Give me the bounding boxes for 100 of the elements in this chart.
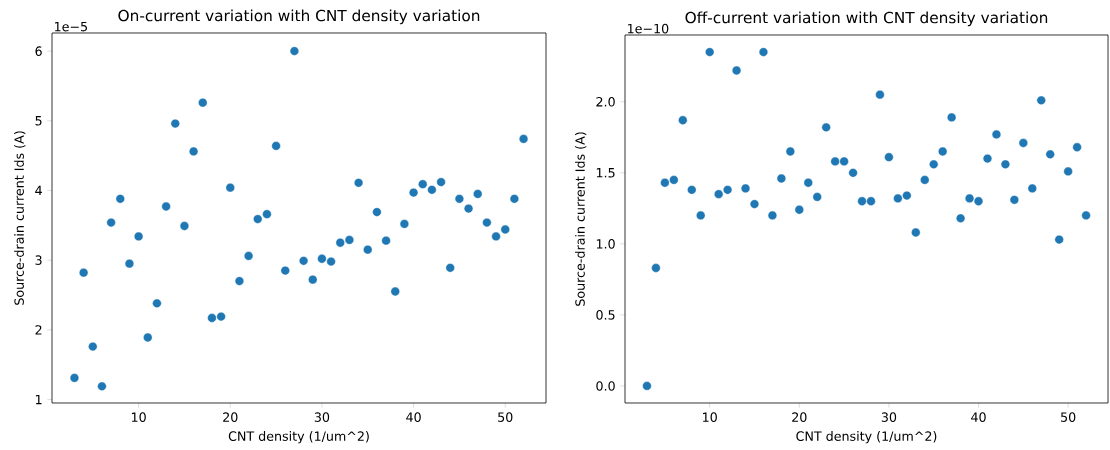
chart-title: Off-current variation with CNT density variation: [685, 11, 1048, 27]
y-tick-label: 5: [35, 116, 42, 126]
point: [767, 210, 778, 221]
point: [326, 256, 336, 267]
point: [482, 217, 492, 228]
point: [518, 134, 529, 144]
point: [821, 122, 831, 132]
point: [271, 141, 281, 151]
y-axis-title: Source-drain current Ids (A): [575, 132, 587, 306]
point: [1018, 138, 1028, 148]
point: [308, 275, 318, 285]
point: [964, 193, 975, 203]
point: [418, 179, 428, 189]
point: [749, 199, 760, 209]
point: [381, 236, 391, 246]
point: [115, 194, 125, 204]
point: [445, 263, 455, 273]
point: [170, 118, 180, 129]
chart-title: On-current variation with CNT density variation: [118, 9, 480, 25]
point: [500, 224, 510, 235]
x-tick-label: 20: [223, 412, 238, 422]
point: [740, 183, 751, 194]
point: [344, 235, 355, 245]
point: [723, 185, 733, 195]
point: [225, 183, 235, 193]
point: [875, 90, 885, 100]
x-axis-title: CNT density (1/um^2): [228, 431, 369, 444]
point: [920, 175, 930, 185]
x-tick-label: 10: [703, 412, 717, 422]
point: [902, 190, 912, 201]
point: [893, 193, 903, 203]
text: 1e−5: [55, 21, 88, 32]
point: [234, 276, 245, 286]
point: [189, 146, 199, 157]
x-tick-label: 50: [498, 412, 513, 422]
point: [509, 194, 519, 204]
point: [866, 196, 876, 206]
point: [1009, 195, 1019, 205]
point: [642, 381, 652, 391]
y-tick-label: 6: [35, 46, 42, 56]
point: [758, 47, 769, 57]
point: [317, 254, 327, 264]
point: [669, 175, 679, 185]
point: [152, 298, 162, 308]
point: [97, 381, 107, 391]
point: [794, 205, 804, 215]
y-tick-label: 2.0: [596, 96, 615, 107]
point: [124, 259, 135, 269]
point: [289, 46, 300, 56]
point: [857, 196, 867, 206]
point: [179, 221, 190, 231]
point: [848, 168, 858, 178]
x-axis-title: CNT density (1/um^2): [796, 431, 937, 444]
point: [262, 209, 272, 219]
y-tick-label: 0.0: [596, 381, 615, 391]
point: [785, 146, 795, 157]
y-tick-label: 1: [35, 394, 42, 405]
x-tick-label: 40: [971, 412, 986, 422]
point: [253, 214, 263, 224]
point: [372, 207, 382, 217]
point: [705, 47, 715, 57]
point: [106, 217, 116, 228]
point: [1000, 159, 1011, 169]
point: [714, 189, 724, 199]
point: [491, 231, 501, 242]
x-tick-label: 10: [131, 412, 146, 422]
point: [161, 201, 171, 212]
text: 1e−10: [628, 23, 669, 34]
point: [1072, 142, 1082, 152]
point: [244, 251, 254, 261]
point: [973, 196, 984, 206]
x-tick-label: 40: [406, 412, 421, 422]
point: [408, 187, 419, 198]
point: [198, 98, 208, 108]
point: [696, 210, 706, 221]
y-tick-label: 1.0: [596, 239, 615, 249]
point: [454, 194, 464, 204]
point: [207, 313, 217, 323]
point: [651, 263, 661, 273]
y-axis-title: Source-drain current Ids (A): [14, 131, 26, 305]
point: [839, 156, 849, 167]
y-tick-label: 3: [35, 255, 42, 265]
point: [280, 266, 290, 276]
point: [947, 112, 957, 122]
point: [363, 245, 373, 255]
point: [803, 178, 813, 188]
point: [216, 312, 226, 322]
x-tick-label: 50: [1061, 412, 1076, 422]
point: [911, 227, 921, 238]
point: [938, 146, 948, 157]
point: [335, 238, 345, 248]
point: [991, 129, 1002, 140]
point: [79, 268, 89, 278]
point: [298, 256, 309, 266]
point: [1045, 149, 1055, 159]
point: [812, 192, 822, 202]
point: [436, 177, 446, 187]
point: [134, 231, 144, 242]
point: [69, 373, 80, 383]
x-tick-label: 30: [881, 412, 897, 422]
